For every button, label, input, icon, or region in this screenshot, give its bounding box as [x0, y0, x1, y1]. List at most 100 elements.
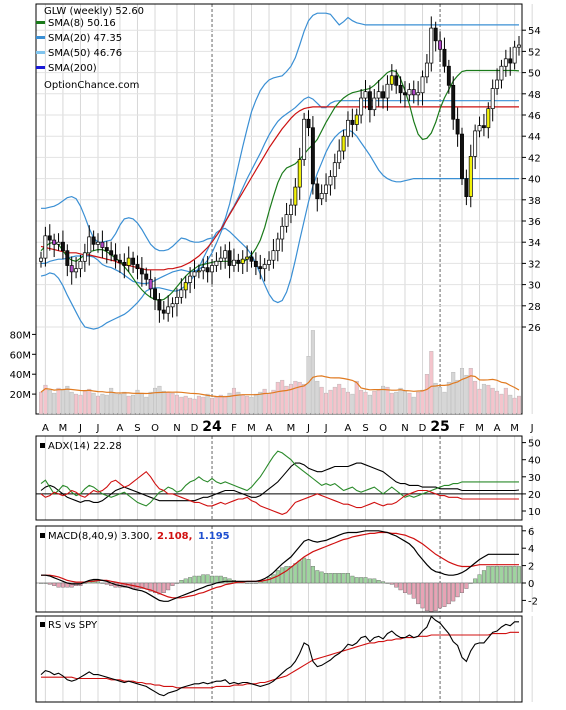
macd-histogram-bar: [100, 582, 105, 584]
candle-body: [438, 40, 443, 50]
macd-histogram-bar: [104, 582, 109, 585]
candle-body: [341, 135, 346, 152]
candle-body: [82, 252, 87, 262]
candle-body: [490, 88, 495, 109]
macd-histogram-bar: [442, 582, 447, 607]
volume-bar: [271, 389, 276, 415]
candle-body: [205, 267, 210, 273]
volume-bar: [144, 396, 149, 415]
upper-band-line: [41, 12, 519, 252]
volume-bar: [473, 380, 478, 415]
macd-histogram-bar: [350, 575, 355, 584]
watermark: OptionChance.com: [44, 80, 139, 91]
volume-bar: [74, 393, 79, 415]
macd-histogram-bar: [324, 573, 329, 584]
macd-histogram-bar: [188, 577, 193, 584]
macd-histogram-bar: [337, 573, 342, 584]
x-tick-label: O: [151, 423, 159, 434]
candle-body: [367, 91, 372, 111]
candle-body: [135, 264, 140, 270]
candle-body: [236, 259, 241, 264]
candle-body: [100, 241, 105, 248]
volume-bar: [332, 386, 337, 415]
volume-bar: [438, 386, 443, 415]
volume-bar: [499, 393, 504, 415]
x-tick-label: O: [379, 423, 387, 434]
rs-swatch: [40, 622, 45, 627]
y-tick-label: 38: [528, 196, 541, 207]
volume-bar: [372, 390, 377, 415]
macd-histogram-bar: [43, 582, 48, 584]
macd-histogram-bar: [293, 563, 298, 584]
macd-histogram-bar: [385, 582, 390, 584]
macd-histogram-bar: [345, 573, 350, 584]
candle-body: [188, 275, 193, 283]
macd-histogram-bar: [398, 582, 403, 591]
x-tick-label: J: [324, 423, 328, 434]
macd-histogram-bar: [196, 575, 201, 584]
adx-tick-label: 30: [528, 473, 541, 484]
y-tick-label: 46: [528, 111, 541, 122]
candle-body: [210, 265, 214, 273]
candle-body: [508, 58, 513, 64]
macd-histogram-bar: [481, 570, 486, 584]
volume-bar: [385, 386, 390, 415]
candle-body: [144, 273, 149, 280]
y-tick-label: 54: [528, 26, 541, 37]
candle-body: [245, 256, 250, 260]
volume-bar: [174, 394, 179, 415]
candle-body: [39, 257, 43, 262]
y-tick-label: 48: [528, 90, 541, 101]
volume-bar: [517, 395, 522, 415]
volume-bar: [429, 351, 434, 415]
candle-body: [122, 261, 127, 266]
macd-histogram-bar: [183, 578, 188, 584]
macd-histogram-bar: [499, 566, 504, 584]
volume-bar: [324, 392, 329, 415]
macd-tick-label: 2: [528, 562, 534, 573]
volume-bar: [302, 383, 307, 415]
volume-bar: [65, 385, 70, 415]
macd-histogram-bar: [389, 582, 394, 585]
macd-histogram-bar: [302, 557, 307, 584]
volume-bar: [131, 394, 136, 415]
macd-tick-label: 6: [528, 527, 534, 538]
macd-histogram-bar: [315, 570, 320, 584]
adx-tick-label: 40: [528, 456, 541, 467]
volume-bar: [481, 383, 486, 415]
macd-histogram-bar: [433, 582, 438, 612]
candle-body: [104, 247, 109, 252]
macd-histogram-bar: [280, 567, 285, 584]
macd-histogram-bar: [210, 575, 215, 584]
macd-swatch: [40, 533, 45, 538]
volume-bar: [117, 393, 122, 415]
x-tick-label: N: [173, 423, 180, 434]
volume-bar: [503, 387, 508, 415]
macd-histogram-bar: [52, 582, 57, 586]
candle-body: [411, 89, 416, 96]
y-tick-label: 52: [528, 47, 541, 58]
adx-line: [40, 462, 520, 503]
x-tick-label: 25: [430, 419, 449, 435]
x-tick-label: A: [494, 423, 501, 434]
volume-bar: [359, 389, 364, 415]
candle-body: [363, 91, 368, 99]
macd-histogram-bar: [201, 574, 206, 584]
x-tick-label: M: [475, 423, 484, 434]
candle-body: [192, 271, 197, 277]
candle-body: [271, 250, 276, 261]
minus-di-line: [40, 470, 519, 515]
candle-body: [310, 127, 315, 185]
candle-body: [275, 238, 280, 252]
candle-body: [420, 76, 425, 94]
volume-bar: [139, 392, 144, 415]
candle-body: [315, 183, 320, 200]
macd-histogram-bar: [170, 582, 175, 586]
macd-histogram-bar: [503, 566, 508, 584]
candle-body: [96, 241, 100, 245]
macd-histogram-bar: [192, 575, 197, 584]
macd-signal-line: [41, 531, 519, 599]
y-tick-label: 36: [528, 217, 541, 228]
